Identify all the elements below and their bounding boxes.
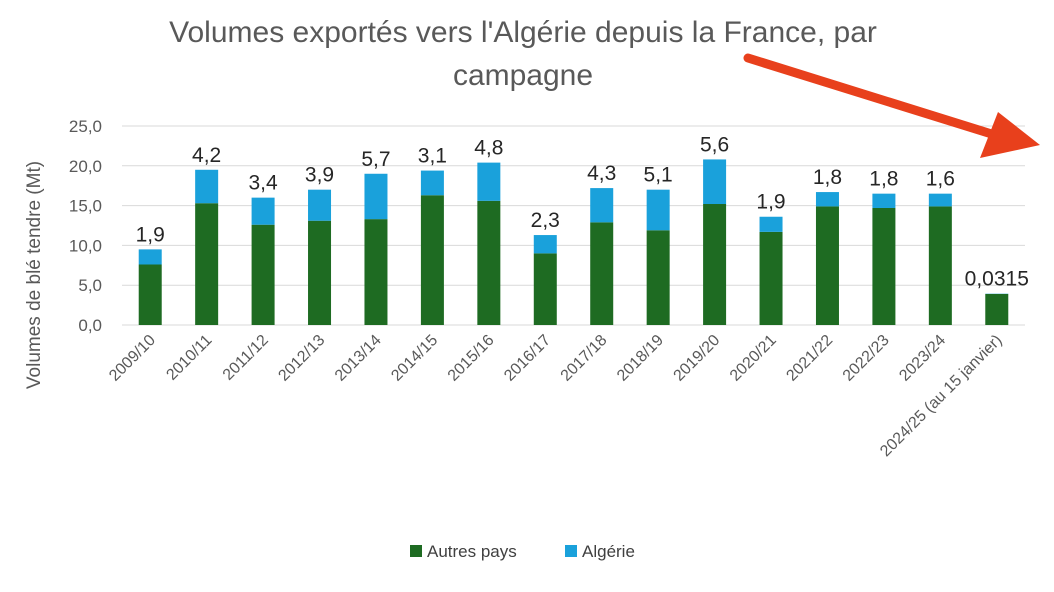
x-tick-label: 2016/17 [501,332,554,385]
y-axis-label: Volumes de blé tendre (Mt) [24,161,45,389]
bar-segment-autres-pays [138,264,162,325]
x-tick-label: 2020/21 [727,332,780,385]
bar-segment-autres-pays [364,219,388,325]
bar-segment-algerie [928,193,952,207]
data-label: 1,6 [926,168,955,191]
data-label: 3,1 [418,145,447,168]
bar-segment-autres-pays [477,200,501,325]
chart-title-line-1: Volumes exportés vers l'Algérie depuis l… [169,16,877,49]
y-tick-label: 25,0 [69,117,102,136]
bar-segment-algerie [308,189,332,221]
bar-segment-autres-pays [420,195,444,325]
legend-label-autres-pays: Autres pays [427,542,517,561]
bar-segment-algerie [646,189,670,231]
data-label: 5,1 [644,164,673,187]
bar-segment-algerie [533,235,557,254]
data-label: 4,8 [474,137,503,160]
bar-segment-algerie [815,192,839,207]
x-tick-label: 2012/13 [275,332,328,385]
x-tick-label: 2013/14 [332,332,385,385]
bar-segment-autres-pays [872,207,896,325]
bar-segment-algerie [420,170,444,196]
y-tick-label: 5,0 [78,276,102,295]
x-tick-label: 2017/18 [558,332,611,385]
bar-segment-algerie [590,188,614,223]
x-tick-label: 2021/22 [783,332,836,385]
data-label: 1,8 [813,166,842,189]
x-tick-label: 2010/11 [163,332,215,384]
data-label: 0,0315 [965,268,1029,291]
bar-segment-algerie [138,249,162,265]
bar-segment-autres-pays [251,224,275,325]
x-tick-label: 2011/12 [220,332,272,384]
bar-segment-autres-pays [308,220,332,325]
bar-segment-algerie [251,197,275,225]
legend-swatch-algerie [565,545,577,557]
y-tick-label: 0,0 [78,316,102,335]
bar-segment-algerie [703,159,727,205]
data-label: 3,9 [305,164,334,187]
y-tick-label: 20,0 [69,157,102,176]
bar-segment-autres-pays [759,231,783,325]
legend: Autres pays Algérie [410,542,635,561]
bar-segment-algerie [477,162,501,201]
data-label: 1,9 [756,191,785,214]
bar-segment-autres-pays [195,203,219,325]
x-tick-label: 2009/10 [106,332,159,385]
x-tick-label: 2023/24 [896,332,949,385]
y-axis-ticks: 0,0 5,0 10,0 15,0 20,0 25,0 [69,117,102,335]
data-labels: 1,9 4,2 3,4 3,9 5,7 3,1 4,8 2,3 4,3 5,1 5,6 1,9 1,8 1… [136,133,1029,290]
data-label: 5,6 [700,133,729,156]
bar-segment-autres-pays [590,222,614,325]
x-tick-label: 2019/20 [670,332,723,385]
data-label: 5,7 [361,148,390,171]
x-tick-label: 2014/15 [388,332,441,385]
bar-segment-autres-pays [815,206,839,325]
bars [138,159,1009,325]
bar-segment-algerie [872,193,896,208]
data-label: 2,3 [531,209,560,232]
data-label: 3,4 [248,172,278,195]
bar-segment-autres-pays [985,293,1009,325]
bar-segment-algerie [759,216,783,232]
legend-swatch-autres-pays [410,545,422,557]
bar-segment-autres-pays [646,230,670,325]
y-tick-label: 15,0 [69,197,102,216]
data-label: 1,9 [136,223,165,246]
bar-segment-autres-pays [703,204,727,325]
red-arrow-icon [743,53,1040,158]
x-tick-label: 2015/16 [445,332,498,385]
data-label: 1,8 [869,168,898,191]
x-tick-label: 2022/23 [840,332,893,385]
data-label: 4,2 [192,144,221,167]
bar-segment-autres-pays [928,206,952,325]
legend-label-algerie: Algérie [582,542,635,561]
x-axis-ticks: 2009/10 2010/11 2011/12 2012/13 2013/14 2014/… [106,332,1005,460]
bar-segment-algerie [195,169,219,204]
data-label: 4,3 [587,162,616,185]
bar-segment-algerie [364,173,388,220]
bar-segment-autres-pays [533,253,557,325]
x-tick-label: 2018/19 [614,332,667,385]
chart-title-line-2: campagne [453,59,593,92]
y-tick-label: 10,0 [69,236,102,255]
